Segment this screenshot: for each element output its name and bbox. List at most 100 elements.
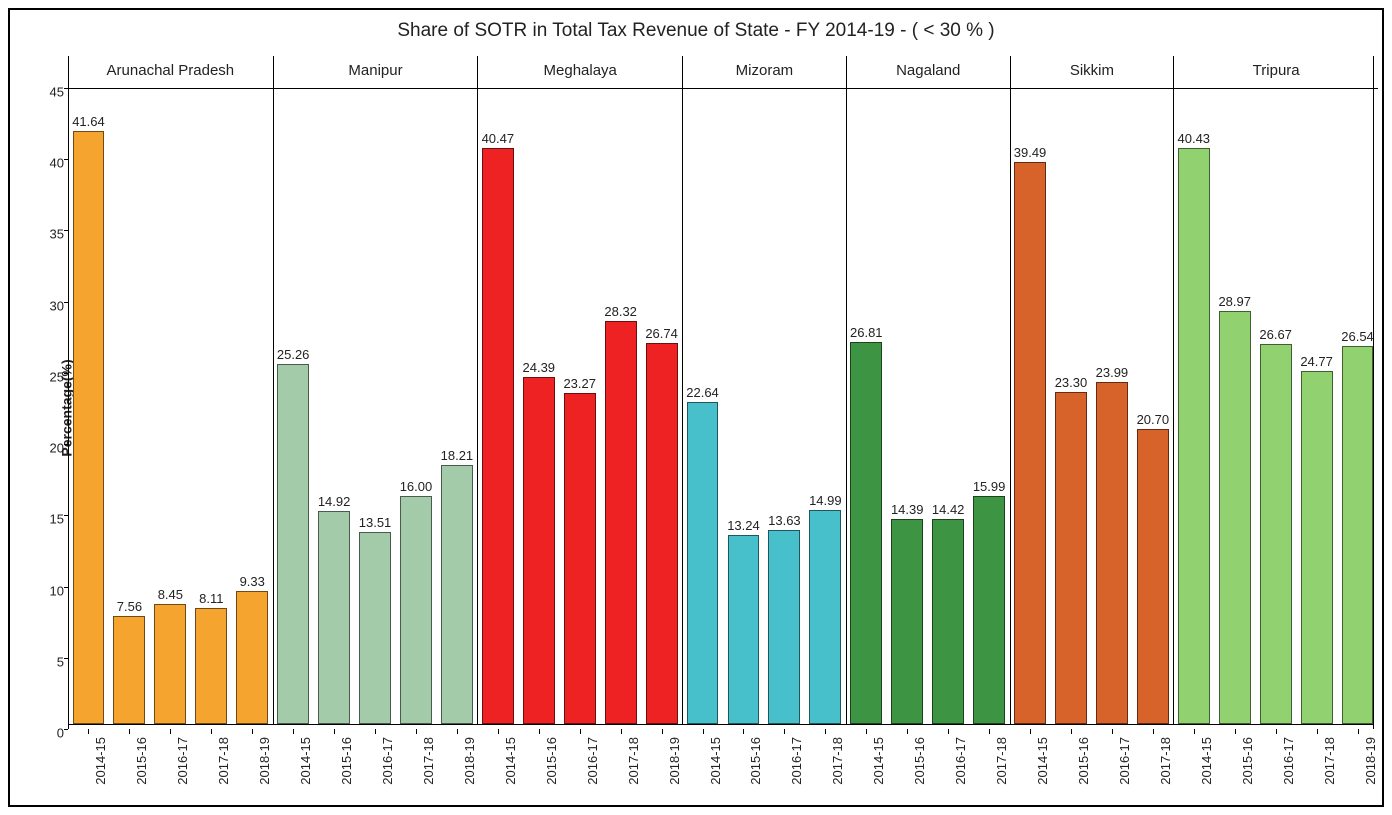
- bar: [687, 402, 719, 724]
- x-tick-label: 2018-19: [257, 737, 272, 785]
- bar: [73, 131, 105, 724]
- bar: [564, 393, 596, 724]
- bar: [1219, 311, 1251, 724]
- x-tick-label: 2015-16: [1240, 737, 1255, 785]
- bar: [277, 364, 309, 724]
- bar-value-label: 14.92: [318, 494, 351, 509]
- bar: [400, 496, 432, 724]
- y-tick-label: 20: [46, 441, 64, 456]
- bar-value-label: 13.63: [768, 513, 801, 528]
- x-tick-label: 2014-15: [298, 737, 313, 785]
- facet-header: Mizoram: [683, 62, 846, 79]
- bar: [1301, 371, 1333, 724]
- x-tick-label: 2015-16: [134, 737, 149, 785]
- bar-value-label: 26.67: [1259, 327, 1292, 342]
- x-tick-label: 2014-15: [1199, 737, 1214, 785]
- bar-value-label: 9.33: [240, 574, 265, 589]
- x-tick-label: 2016-17: [1281, 737, 1296, 785]
- bar-value-label: 13.24: [727, 518, 760, 533]
- bar-value-label: 14.39: [891, 502, 924, 517]
- bar-value-label: 23.99: [1096, 365, 1129, 380]
- bar: [1260, 344, 1292, 724]
- bar: [1137, 429, 1169, 724]
- x-tick-label: 2017-18: [626, 737, 641, 785]
- bar: [154, 604, 186, 724]
- bar: [728, 535, 760, 724]
- bar: [1178, 148, 1210, 724]
- bar: [1055, 392, 1087, 724]
- bar: [359, 532, 391, 724]
- bar: [195, 608, 227, 724]
- x-tick-label: 2016-17: [789, 737, 804, 785]
- bar-value-label: 39.49: [1014, 145, 1047, 160]
- facet-header: Arunachal Pradesh: [68, 62, 273, 79]
- bar-value-label: 14.42: [932, 502, 965, 517]
- x-tick-label: 2016-17: [175, 737, 190, 785]
- bar: [113, 616, 145, 724]
- bar-value-label: 7.56: [117, 599, 142, 614]
- bar-value-label: 8.45: [158, 587, 183, 602]
- facet-header: Manipur: [274, 62, 478, 79]
- x-tick-label: 2018-19: [1363, 737, 1378, 785]
- x-tick-label: 2015-16: [339, 737, 354, 785]
- x-tick-label: 2014-15: [93, 737, 108, 785]
- x-tick-label: 2017-18: [994, 737, 1009, 785]
- x-tick-label: 2017-18: [1322, 737, 1337, 785]
- bar: [605, 321, 637, 724]
- bar-value-label: 41.64: [72, 114, 105, 129]
- y-tick-label: 0: [46, 726, 64, 741]
- bar: [646, 343, 678, 724]
- x-tick-label: 2017-18: [1158, 737, 1173, 785]
- x-tick-label: 2017-18: [216, 737, 231, 785]
- bar-value-label: 26.54: [1341, 329, 1374, 344]
- bar: [1096, 382, 1128, 724]
- bar-value-label: 40.47: [482, 131, 515, 146]
- bar-value-label: 28.97: [1218, 294, 1251, 309]
- bar: [809, 510, 841, 724]
- bar: [318, 511, 350, 724]
- facet-header: Sikkim: [1011, 62, 1174, 79]
- y-tick-label: 45: [46, 85, 64, 100]
- x-tick-label: 2015-16: [1076, 737, 1091, 785]
- plot-area: Arunachal Pradesh 41.64 7.56 8.45 8.11 9.33 Ma…: [68, 56, 1374, 725]
- bar: [768, 530, 800, 724]
- bar-value-label: 20.70: [1137, 412, 1170, 427]
- y-tick-label: 25: [46, 369, 64, 384]
- bar-value-label: 23.30: [1055, 375, 1088, 390]
- x-tick-label: 2014-15: [503, 737, 518, 785]
- y-tick-label: 5: [46, 654, 64, 669]
- bar-value-label: 25.26: [277, 347, 310, 362]
- facet-header: Tripura: [1174, 62, 1378, 79]
- x-tick-label: 2015-16: [912, 737, 927, 785]
- y-tick-label: 30: [46, 298, 64, 313]
- y-tick-label: 15: [46, 512, 64, 527]
- bar: [523, 377, 555, 724]
- y-tick-label: 35: [46, 227, 64, 242]
- x-tick-label: 2017-18: [421, 737, 436, 785]
- bar: [973, 496, 1005, 724]
- bar-value-label: 18.21: [441, 448, 474, 463]
- bar: [1014, 162, 1046, 725]
- bar-value-label: 22.64: [686, 385, 719, 400]
- bar: [236, 591, 268, 724]
- facet-header: Nagaland: [847, 62, 1010, 79]
- x-tick-label: 2016-17: [1117, 737, 1132, 785]
- facet-header: Meghalaya: [478, 62, 682, 79]
- chart-frame: Share of SOTR in Total Tax Revenue of St…: [8, 8, 1384, 807]
- x-tick-label: 2016-17: [585, 737, 600, 785]
- x-tick-label: 2014-15: [871, 737, 886, 785]
- x-tick-label: 2018-19: [667, 737, 682, 785]
- bar-value-label: 8.11: [199, 591, 223, 606]
- bar: [891, 519, 923, 724]
- y-tick-label: 40: [46, 156, 64, 171]
- bar: [1342, 346, 1374, 724]
- x-tick-label: 2014-15: [1035, 737, 1050, 785]
- x-tick-label: 2014-15: [708, 737, 723, 785]
- x-tick-label: 2015-16: [748, 737, 763, 785]
- bar: [850, 342, 882, 724]
- bar-value-label: 16.00: [400, 479, 433, 494]
- chart-title: Share of SOTR in Total Tax Revenue of St…: [10, 10, 1382, 48]
- bar-value-label: 23.27: [563, 376, 596, 391]
- bar: [482, 148, 514, 724]
- bar-value-label: 26.74: [645, 326, 678, 341]
